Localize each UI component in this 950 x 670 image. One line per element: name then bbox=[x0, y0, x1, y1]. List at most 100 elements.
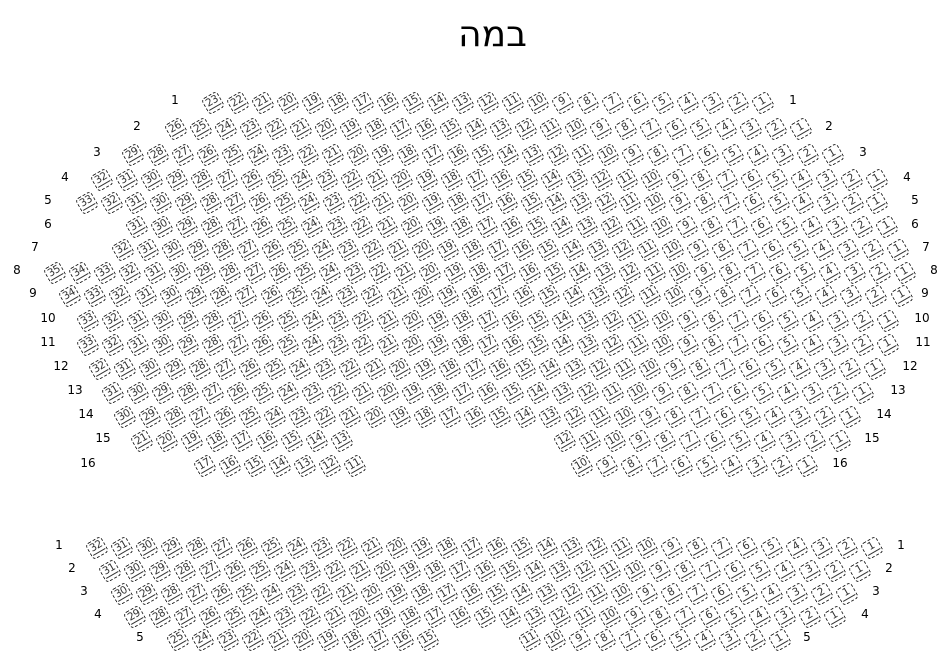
seat-rear-row-4-4[interactable]: 4 bbox=[747, 604, 773, 630]
seat-main-row-11-9[interactable]: 9 bbox=[675, 332, 701, 358]
seat-main-row-12-4[interactable]: 4 bbox=[787, 356, 813, 382]
seat-main-row-11-21[interactable]: 21 bbox=[375, 332, 401, 358]
seat-main-row-9-5[interactable]: 5 bbox=[788, 283, 814, 309]
seat-main-row-14-9[interactable]: 9 bbox=[637, 404, 663, 430]
seat-main-row-15-16[interactable]: 16 bbox=[254, 428, 280, 454]
seat-main-row-10-18[interactable]: 18 bbox=[450, 308, 476, 334]
seat-main-row-4-6[interactable]: 6 bbox=[739, 167, 765, 193]
seat-main-row-11-12[interactable]: 12 bbox=[600, 332, 626, 358]
seat-main-row-12-18[interactable]: 18 bbox=[437, 356, 463, 382]
seat-main-row-14-11[interactable]: 11 bbox=[587, 404, 613, 430]
seat-main-row-5-1[interactable]: 1 bbox=[865, 190, 890, 216]
seat-main-row-9-4[interactable]: 4 bbox=[813, 283, 839, 309]
seat-rear-row-4-17[interactable]: 17 bbox=[422, 604, 448, 630]
seat-main-row-2-11[interactable]: 11 bbox=[538, 116, 564, 142]
seat-main-row-12-20[interactable]: 20 bbox=[387, 356, 413, 382]
seat-main-row-14-8[interactable]: 8 bbox=[662, 404, 688, 430]
seat-main-row-3-17[interactable]: 17 bbox=[420, 142, 446, 168]
seat-main-row-9-6[interactable]: 6 bbox=[763, 283, 788, 309]
seat-rear-row-1-27[interactable]: 27 bbox=[209, 535, 235, 561]
seat-rear-row-2-5[interactable]: 5 bbox=[747, 558, 773, 584]
seat-main-row-1-9[interactable]: 9 bbox=[550, 90, 576, 116]
seat-main-row-6-14[interactable]: 14 bbox=[549, 214, 575, 240]
seat-main-row-14-17[interactable]: 17 bbox=[437, 404, 463, 430]
seat-rear-row-4-7[interactable]: 7 bbox=[672, 604, 698, 630]
seat-rear-row-1-16[interactable]: 16 bbox=[484, 535, 510, 561]
seat-main-row-12-8[interactable]: 8 bbox=[687, 356, 713, 382]
seat-rear-row-5-7[interactable]: 7 bbox=[617, 627, 643, 653]
seat-rear-row-1-25[interactable]: 25 bbox=[259, 535, 285, 561]
seat-main-row-7-26[interactable]: 26 bbox=[260, 237, 286, 263]
seat-main-row-6-15[interactable]: 15 bbox=[524, 214, 550, 240]
seat-main-row-13-27[interactable]: 27 bbox=[200, 380, 226, 406]
seat-main-row-13-23[interactable]: 23 bbox=[300, 380, 326, 406]
seat-main-row-8-32[interactable]: 32 bbox=[117, 260, 143, 286]
seat-main-row-1-21[interactable]: 21 bbox=[250, 90, 276, 116]
seat-main-row-12-15[interactable]: 15 bbox=[512, 356, 538, 382]
seat-rear-row-1-18[interactable]: 18 bbox=[434, 535, 460, 561]
seat-main-row-11-4[interactable]: 4 bbox=[800, 332, 826, 358]
seat-main-row-10-8[interactable]: 8 bbox=[700, 308, 726, 334]
seat-rear-row-3-23[interactable]: 23 bbox=[284, 581, 310, 607]
seat-main-row-7-3[interactable]: 3 bbox=[835, 237, 861, 263]
seat-main-row-5-14[interactable]: 14 bbox=[544, 190, 569, 216]
seat-rear-row-4-2[interactable]: 2 bbox=[797, 604, 823, 630]
seat-rear-row-1-15[interactable]: 15 bbox=[509, 535, 535, 561]
seat-rear-row-4-3[interactable]: 3 bbox=[772, 604, 798, 630]
seat-main-row-11-1[interactable]: 1 bbox=[875, 332, 901, 358]
seat-main-row-14-23[interactable]: 23 bbox=[287, 404, 313, 430]
seat-main-row-7-7[interactable]: 7 bbox=[735, 237, 761, 263]
seat-rear-row-3-10[interactable]: 10 bbox=[609, 581, 635, 607]
seat-main-row-9-7[interactable]: 7 bbox=[738, 283, 763, 309]
seat-main-row-3-26[interactable]: 26 bbox=[195, 142, 221, 168]
seat-rear-row-1-6[interactable]: 6 bbox=[734, 535, 760, 561]
seat-rear-row-4-10[interactable]: 10 bbox=[597, 604, 623, 630]
seat-rear-row-2-7[interactable]: 7 bbox=[697, 558, 723, 584]
seat-main-row-14-28[interactable]: 28 bbox=[162, 404, 188, 430]
seat-main-row-8-14[interactable]: 14 bbox=[567, 260, 593, 286]
seat-main-row-9-2[interactable]: 2 bbox=[864, 283, 889, 309]
seat-main-row-10-19[interactable]: 19 bbox=[425, 308, 451, 334]
seat-main-row-11-15[interactable]: 15 bbox=[525, 332, 551, 358]
seat-rear-row-5-6[interactable]: 6 bbox=[642, 627, 668, 653]
seat-main-row-8-20[interactable]: 20 bbox=[417, 260, 443, 286]
seat-main-row-14-20[interactable]: 20 bbox=[362, 404, 388, 430]
seat-main-row-7-21[interactable]: 21 bbox=[385, 237, 411, 263]
seat-main-row-12-22[interactable]: 22 bbox=[337, 356, 363, 382]
seat-main-row-3-19[interactable]: 19 bbox=[370, 142, 396, 168]
seat-main-row-3-11[interactable]: 11 bbox=[570, 142, 596, 168]
seat-rear-row-4-9[interactable]: 9 bbox=[622, 604, 648, 630]
seat-main-row-9-9[interactable]: 9 bbox=[687, 283, 713, 309]
seat-main-row-14-12[interactable]: 12 bbox=[562, 404, 588, 430]
seat-rear-row-2-9[interactable]: 9 bbox=[647, 558, 673, 584]
seat-main-row-12-14[interactable]: 14 bbox=[537, 356, 563, 382]
seat-main-row-2-17[interactable]: 17 bbox=[388, 116, 414, 142]
seat-main-row-9-32[interactable]: 32 bbox=[108, 283, 133, 309]
seat-main-row-8-23[interactable]: 23 bbox=[342, 260, 368, 286]
seat-main-row-9-30[interactable]: 30 bbox=[158, 283, 184, 309]
seat-rear-row-3-24[interactable]: 24 bbox=[259, 581, 285, 607]
seat-rear-row-3-28[interactable]: 28 bbox=[159, 581, 185, 607]
seat-main-row-8-1[interactable]: 1 bbox=[892, 260, 918, 286]
seat-main-row-14-4[interactable]: 4 bbox=[762, 404, 788, 430]
seat-main-row-12-26[interactable]: 26 bbox=[237, 356, 263, 382]
seat-main-row-5-24[interactable]: 24 bbox=[297, 190, 322, 216]
seat-main-row-5-3[interactable]: 3 bbox=[815, 190, 841, 216]
seat-rear-row-2-2[interactable]: 2 bbox=[822, 558, 848, 584]
seat-rear-row-1-14[interactable]: 14 bbox=[534, 535, 560, 561]
seat-main-row-5-18[interactable]: 18 bbox=[445, 190, 470, 216]
seat-rear-row-1-28[interactable]: 28 bbox=[184, 535, 210, 561]
seat-main-row-6-16[interactable]: 16 bbox=[499, 214, 525, 240]
seat-main-row-5-10[interactable]: 10 bbox=[642, 190, 668, 216]
seat-rear-row-2-3[interactable]: 3 bbox=[797, 558, 823, 584]
seat-main-row-16-6[interactable]: 6 bbox=[669, 453, 695, 479]
seat-main-row-13-17[interactable]: 17 bbox=[450, 380, 476, 406]
seat-main-row-1-14[interactable]: 14 bbox=[425, 90, 451, 116]
seat-main-row-5-20[interactable]: 20 bbox=[395, 190, 421, 216]
seat-main-row-13-31[interactable]: 31 bbox=[100, 380, 126, 406]
seat-main-row-6-26[interactable]: 26 bbox=[249, 214, 275, 240]
seat-main-row-7-28[interactable]: 28 bbox=[210, 237, 236, 263]
seat-rear-row-2-8[interactable]: 8 bbox=[672, 558, 698, 584]
seat-rear-row-1-7[interactable]: 7 bbox=[709, 535, 735, 561]
seat-rear-row-3-18[interactable]: 18 bbox=[409, 581, 435, 607]
